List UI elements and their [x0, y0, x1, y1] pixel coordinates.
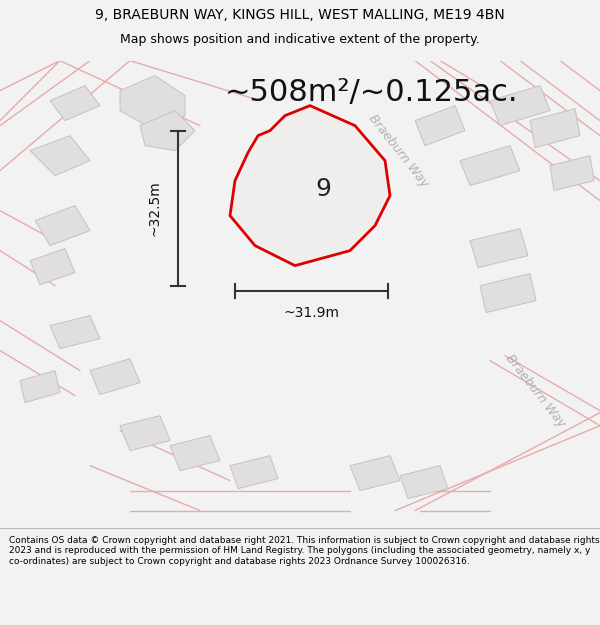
- Polygon shape: [490, 86, 550, 126]
- Polygon shape: [350, 456, 400, 491]
- Text: ~32.5m: ~32.5m: [148, 180, 162, 236]
- Polygon shape: [400, 466, 448, 499]
- Polygon shape: [230, 106, 390, 266]
- Polygon shape: [50, 316, 100, 349]
- Text: Braeburn Way: Braeburn Way: [503, 352, 568, 429]
- Polygon shape: [268, 136, 355, 231]
- Polygon shape: [30, 136, 90, 176]
- Polygon shape: [530, 109, 580, 148]
- Text: ~508m²/~0.125ac.: ~508m²/~0.125ac.: [225, 78, 518, 107]
- Polygon shape: [170, 436, 220, 471]
- Polygon shape: [120, 416, 170, 451]
- Polygon shape: [35, 206, 90, 246]
- Polygon shape: [230, 456, 278, 489]
- Polygon shape: [50, 86, 100, 121]
- Text: ~31.9m: ~31.9m: [284, 306, 340, 319]
- Text: Map shows position and indicative extent of the property.: Map shows position and indicative extent…: [120, 33, 480, 46]
- Text: 9, BRAEBURN WAY, KINGS HILL, WEST MALLING, ME19 4BN: 9, BRAEBURN WAY, KINGS HILL, WEST MALLIN…: [95, 8, 505, 22]
- Polygon shape: [90, 359, 140, 394]
- Polygon shape: [140, 111, 195, 151]
- Text: Contains OS data © Crown copyright and database right 2021. This information is : Contains OS data © Crown copyright and d…: [9, 536, 599, 566]
- Polygon shape: [120, 76, 185, 131]
- Polygon shape: [470, 229, 528, 268]
- Text: 9: 9: [315, 177, 331, 201]
- Polygon shape: [30, 249, 75, 284]
- Text: Braeburn Way: Braeburn Way: [365, 112, 430, 189]
- Polygon shape: [20, 371, 60, 402]
- Polygon shape: [550, 156, 594, 191]
- Polygon shape: [480, 274, 536, 312]
- Polygon shape: [415, 106, 465, 146]
- Polygon shape: [460, 146, 520, 186]
